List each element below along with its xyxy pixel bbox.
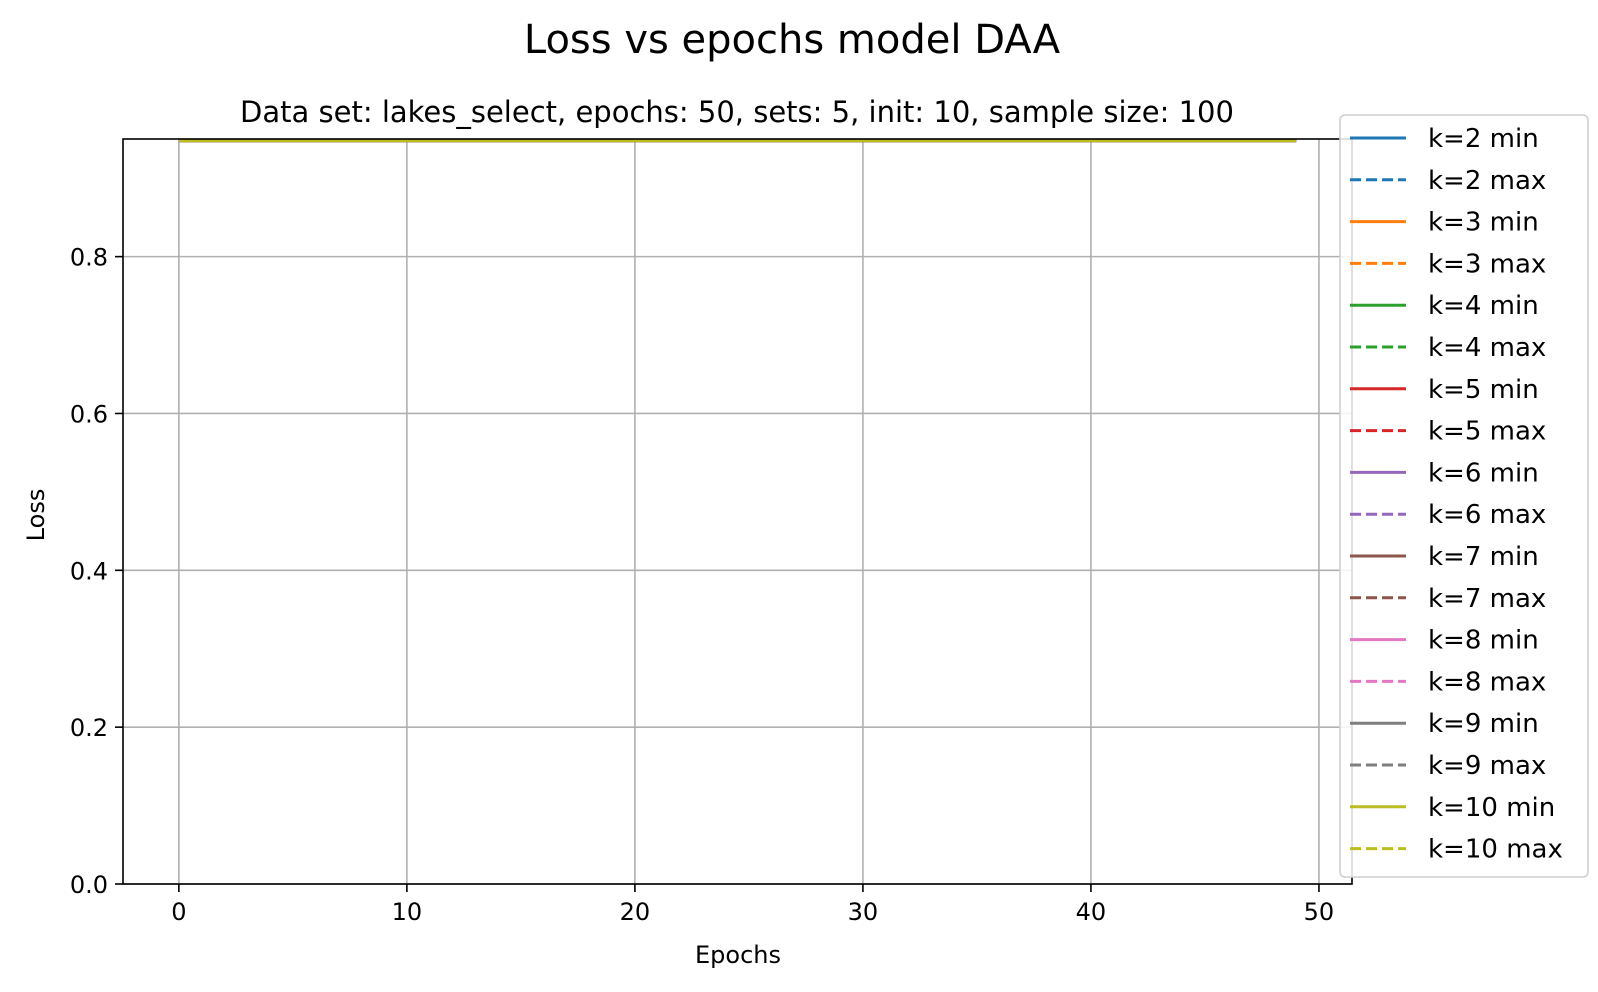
- y-tick-label: 0.4: [70, 557, 108, 585]
- legend-label: k=3 min: [1428, 208, 1539, 238]
- legend-label: k=5 max: [1428, 417, 1546, 447]
- x-tick-label: 0: [171, 898, 186, 926]
- x-tick-label: 30: [848, 898, 879, 926]
- x-tick-label: 40: [1076, 898, 1107, 926]
- legend-label: k=9 min: [1428, 709, 1539, 739]
- legend-label: k=2 max: [1428, 166, 1546, 196]
- chart-title: Loss vs epochs model DAA: [524, 17, 1061, 63]
- plot-frame: [122, 138, 1353, 885]
- legend-label: k=8 min: [1428, 626, 1539, 656]
- legend-label: k=3 max: [1428, 249, 1546, 279]
- legend-label: k=6 max: [1428, 500, 1546, 530]
- legend-label: k=4 min: [1428, 291, 1539, 321]
- legend-label: k=7 min: [1428, 542, 1539, 572]
- x-tick-label: 50: [1304, 898, 1335, 926]
- legend: k=2 min k=2 max k=3 min k=3 max k=4 min k=4 m…: [1339, 114, 1589, 878]
- y-axis-label: Loss: [22, 489, 50, 542]
- y-tick-label: 0.0: [70, 871, 108, 899]
- legend-label: k=2 min: [1428, 124, 1539, 154]
- x-tick-label: 10: [392, 898, 423, 926]
- chart-subtitle: Data set: lakes_select, epochs: 50, sets…: [240, 95, 1234, 129]
- y-tick-label: 0.6: [70, 400, 108, 428]
- y-tick-label: 0.2: [70, 714, 108, 742]
- legend-label: k=4 max: [1428, 333, 1546, 363]
- x-axis-label: Epochs: [695, 941, 781, 969]
- legend-label: k=10 min: [1428, 793, 1555, 823]
- y-tick-label: 0.8: [70, 244, 108, 272]
- legend-label: k=8 max: [1428, 667, 1546, 697]
- x-tick-label: 20: [620, 898, 651, 926]
- legend-label: k=10 max: [1428, 835, 1563, 865]
- legend-label: k=6 min: [1428, 458, 1539, 488]
- legend-label: k=9 max: [1428, 751, 1546, 781]
- legend-label: k=7 max: [1428, 584, 1546, 614]
- legend-label: k=5 min: [1428, 375, 1539, 405]
- plot-area: 0 10 20 30 40 50 0.0 0.2 0.4 0.6 0.8: [70, 138, 1353, 926]
